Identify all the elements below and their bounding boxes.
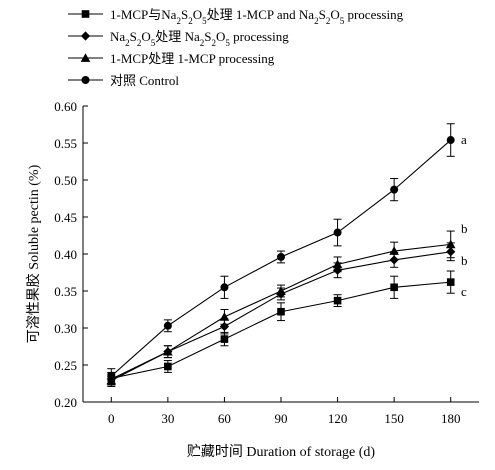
x-tick-label: 180 <box>441 411 461 426</box>
data-point <box>390 283 398 292</box>
x-tick-label: 90 <box>275 411 288 426</box>
significance-label: b <box>461 253 468 268</box>
y-tick-label: 0.40 <box>54 247 77 262</box>
legend-label: 对照 Control <box>110 73 179 88</box>
legend-marker <box>80 31 91 41</box>
data-point <box>276 286 286 295</box>
y-tick-label: 0.20 <box>54 395 77 410</box>
y-tick-label: 0.50 <box>54 173 77 188</box>
legend-item: 1-MCP与Na2S2O5处理 1-MCP and Na2S2O5 proces… <box>68 7 404 26</box>
data-point <box>220 335 229 343</box>
data-point <box>163 346 173 356</box>
y-tick-label: 0.60 <box>54 99 77 114</box>
data-point <box>220 283 229 292</box>
significance-label: b <box>461 221 468 236</box>
plot-area: c b b a <box>106 123 468 387</box>
y-tick-label: 0.35 <box>54 284 77 299</box>
data-point <box>445 239 456 249</box>
x-tick-label: 0 <box>108 411 115 426</box>
y-tick-label: 0.30 <box>54 321 77 336</box>
legend-marker <box>80 53 91 62</box>
y-axis-label: 可溶性果胶 Soluble pectin (%) <box>25 164 42 343</box>
y-tick-label: 0.55 <box>54 136 77 151</box>
legend-marker <box>81 76 90 84</box>
y-tick-label: 0.45 <box>54 210 77 225</box>
data-point <box>333 228 342 237</box>
x-tick-label: 150 <box>384 411 404 426</box>
series-triangle: b <box>106 221 468 387</box>
legend-label: Na2S2O5处理 Na2S2O5 processing <box>110 29 289 48</box>
data-point <box>446 278 455 286</box>
legend-item: 1-MCP处理 1-MCP processing <box>68 51 275 66</box>
data-point <box>446 136 455 145</box>
data-point <box>390 185 399 194</box>
data-point <box>163 321 172 330</box>
legend-item: Na2S2O5处理 Na2S2O5 processing <box>68 29 289 48</box>
data-point <box>277 307 285 316</box>
data-point <box>333 296 342 305</box>
legend-label: 1-MCP处理 1-MCP processing <box>110 51 275 66</box>
y-tick-label: 0.25 <box>54 358 77 373</box>
data-point <box>219 312 230 321</box>
series-square: c <box>107 270 467 385</box>
data-point <box>332 259 343 269</box>
significance-label: c <box>461 284 467 299</box>
legend-item: 对照 Control <box>68 73 179 88</box>
data-point <box>107 372 116 381</box>
x-tick-label: 60 <box>218 411 231 426</box>
data-point <box>389 246 399 255</box>
legend-label: 1-MCP与Na2S2O5处理 1-MCP and Na2S2O5 proces… <box>110 7 404 26</box>
data-point <box>164 362 172 371</box>
legend-marker <box>81 10 90 18</box>
axes: 0.20 0.25 0.30 0.35 0.40 0.45 0.50 0.55 0.60 0 30 6… <box>54 99 479 426</box>
legend: 1-MCP与Na2S2O5处理 1-MCP and Na2S2O5 proces… <box>68 7 404 88</box>
series-circle: a <box>107 123 467 384</box>
data-point <box>277 252 285 261</box>
series-diamond: b <box>106 242 468 386</box>
significance-label: a <box>461 132 467 147</box>
x-axis-label: 贮藏时间 Duration of storage (d) <box>187 444 376 460</box>
x-tick-label: 30 <box>161 411 174 426</box>
x-tick-label: 120 <box>328 411 348 426</box>
